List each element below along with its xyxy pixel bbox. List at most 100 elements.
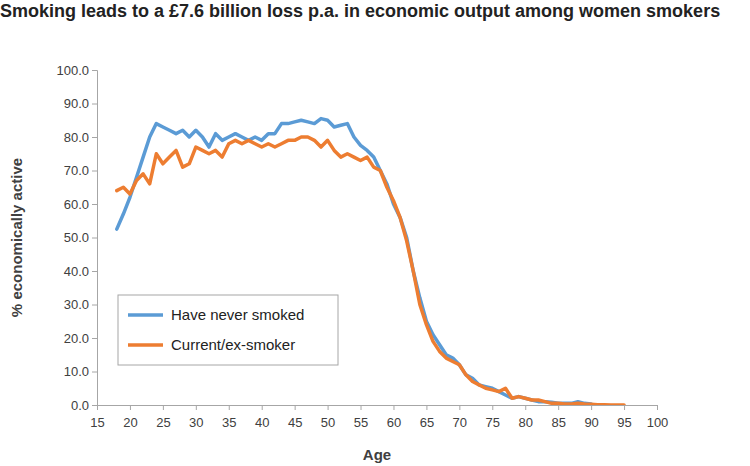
y-tick-mark	[92, 372, 97, 373]
x-tick: 80	[519, 405, 533, 430]
x-tick-mark	[295, 405, 296, 410]
x-tick-mark	[393, 405, 394, 410]
x-tick-label: 100	[647, 415, 669, 430]
x-tick-mark	[624, 405, 625, 410]
x-tick-mark	[591, 405, 592, 410]
series-line	[117, 119, 591, 404]
y-tick-label: 60.0	[64, 197, 89, 212]
x-tick-mark	[657, 405, 658, 410]
y-tick: 90.0	[64, 96, 97, 111]
x-tick: 95	[617, 405, 631, 430]
x-tick: 15	[90, 405, 104, 430]
y-tick-mark	[92, 305, 97, 306]
y-tick-mark	[92, 405, 97, 406]
legend-swatch	[128, 313, 163, 317]
y-tick: 0.0	[71, 398, 97, 413]
x-tick-label: 65	[420, 415, 434, 430]
x-tick: 85	[551, 405, 565, 430]
x-tick: 40	[255, 405, 269, 430]
y-tick-label: 100.0	[56, 63, 89, 78]
plot-area	[117, 119, 624, 405]
x-tick-mark	[163, 405, 164, 410]
x-tick-mark	[196, 405, 197, 410]
x-tick-label: 35	[222, 415, 236, 430]
y-tick-label: 90.0	[64, 96, 89, 111]
x-tick-label: 75	[486, 415, 500, 430]
x-tick-label: 60	[387, 415, 401, 430]
x-tick-label: 80	[519, 415, 533, 430]
x-tick-label: 90	[584, 415, 598, 430]
y-tick: 70.0	[64, 163, 97, 178]
x-tick-mark	[492, 405, 493, 410]
legend: Have never smoked Current/ex-smoker	[118, 295, 338, 365]
x-tick: 75	[486, 405, 500, 430]
x-axis-title: Age	[363, 446, 391, 463]
x-tick: 100	[647, 405, 669, 430]
y-tick-mark	[92, 137, 97, 138]
y-tick: 80.0	[64, 130, 97, 145]
y-axis-title: % economically active	[8, 158, 25, 317]
x-tick-label: 85	[551, 415, 565, 430]
y-tick: 10.0	[64, 364, 97, 379]
x-tick-label: 30	[189, 415, 203, 430]
legend-label: Current/ex-smoker	[171, 336, 295, 353]
y-tick: 30.0	[64, 297, 97, 312]
x-tick-mark	[558, 405, 559, 410]
x-tick-mark	[459, 405, 460, 410]
y-tick-mark	[92, 271, 97, 272]
x-tick: 25	[156, 405, 170, 430]
chart: Smoking leads to a £7.6 billion loss p.a…	[0, 0, 750, 466]
x-tick-label: 70	[453, 415, 467, 430]
y-tick-label: 80.0	[64, 130, 89, 145]
y-tick-label: 40.0	[64, 264, 89, 279]
x-tick-mark	[426, 405, 427, 410]
x-tick-mark	[130, 405, 131, 410]
x-tick-label: 55	[354, 415, 368, 430]
x-tick-label: 20	[123, 415, 137, 430]
x-tick-label: 25	[156, 415, 170, 430]
y-tick-mark	[92, 104, 97, 105]
series-line	[117, 137, 624, 405]
x-tick-mark	[229, 405, 230, 410]
y-tick-mark	[92, 204, 97, 205]
y-tick-label: 30.0	[64, 297, 89, 312]
legend-swatch	[128, 343, 163, 347]
y-tick: 50.0	[64, 230, 97, 245]
y-axis-line	[92, 71, 98, 406]
x-tick: 60	[387, 405, 401, 430]
y-tick-label: 70.0	[64, 163, 89, 178]
x-tick-label: 45	[288, 415, 302, 430]
y-tick-mark	[92, 70, 97, 71]
y-tick-mark	[92, 171, 97, 172]
legend-label: Have never smoked	[171, 306, 304, 323]
y-tick: 60.0	[64, 197, 97, 212]
x-tick: 90	[584, 405, 598, 430]
x-axis-line	[98, 406, 658, 411]
x-tick: 65	[420, 405, 434, 430]
y-tick: 100.0	[56, 63, 97, 78]
x-tick-mark	[262, 405, 263, 410]
x-tick-mark	[525, 405, 526, 410]
x-tick-mark	[97, 405, 98, 410]
x-tick-label: 40	[255, 415, 269, 430]
x-tick: 20	[123, 405, 137, 430]
y-axis: 0.0 10.0 20.0 30.0 40.0 50.0 60.0 70.0 80.0 90.0 1…	[56, 63, 97, 413]
x-tick: 30	[189, 405, 203, 430]
x-tick-label: 95	[617, 415, 631, 430]
x-tick-label: 15	[90, 415, 104, 430]
y-tick-label: 10.0	[64, 364, 89, 379]
title-line: Smoking leads to a £7.6 billion loss p.a…	[0, 1, 720, 21]
x-tick: 50	[321, 405, 335, 430]
x-tick: 45	[288, 405, 302, 430]
y-tick-label: 50.0	[64, 230, 89, 245]
legend-box	[118, 295, 338, 365]
y-tick: 20.0	[64, 331, 97, 346]
x-axis: 15 20 25 30 35 40 45 50 55 60 65 70 75 80 85 90 95 100	[90, 405, 668, 430]
x-tick-mark	[361, 405, 362, 410]
title: Smoking leads to a £7.6 billion loss p.a…	[0, 1, 720, 21]
y-tick-label: 0.0	[71, 398, 89, 413]
x-tick: 35	[222, 405, 236, 430]
x-tick-mark	[328, 405, 329, 410]
y-tick: 40.0	[64, 264, 97, 279]
x-tick: 55	[354, 405, 368, 430]
